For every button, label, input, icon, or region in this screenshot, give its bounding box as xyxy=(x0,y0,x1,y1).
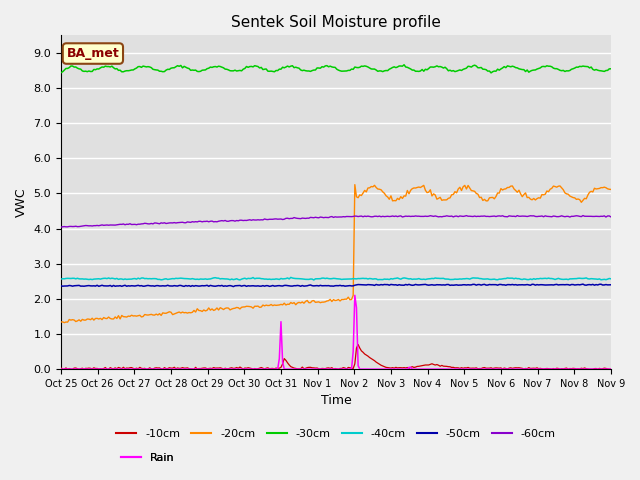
Text: BA_met: BA_met xyxy=(67,47,119,60)
Title: Sentek Soil Moisture profile: Sentek Soil Moisture profile xyxy=(231,15,441,30)
Legend: Rain: Rain xyxy=(116,448,179,467)
X-axis label: Time: Time xyxy=(321,395,351,408)
Y-axis label: VWC: VWC xyxy=(15,187,28,217)
